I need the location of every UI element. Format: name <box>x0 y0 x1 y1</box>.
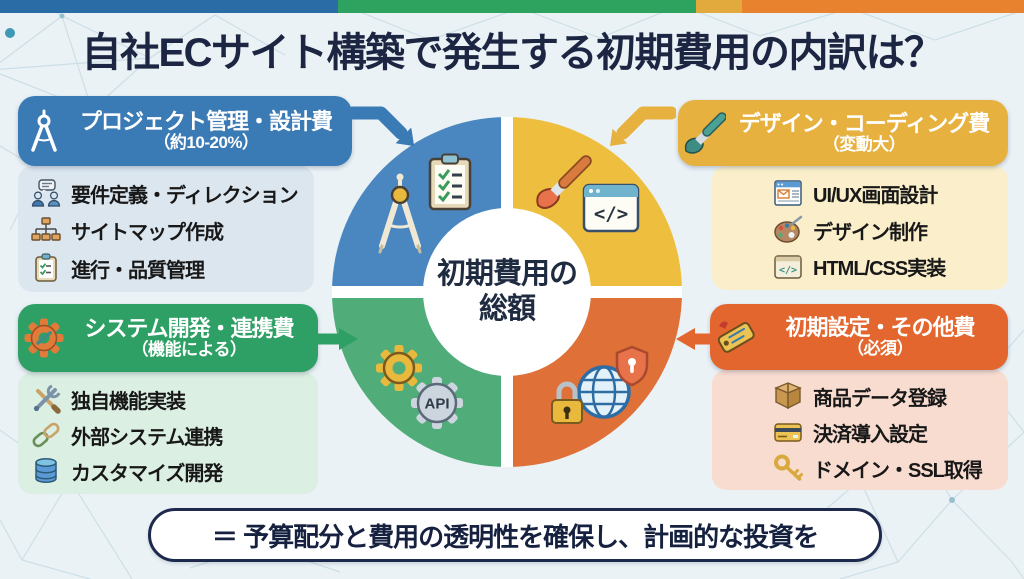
list-item: </> HTML/CSS実装 <box>772 251 1002 282</box>
database-icon <box>30 456 62 486</box>
sitemap-icon <box>30 216 62 246</box>
list-item: ドメイン・SSL取得 <box>772 453 1002 483</box>
list-item: 独自機能実装 <box>30 384 312 414</box>
gear-icon <box>18 317 70 359</box>
list-item-label: サイトマップ作成 <box>71 222 224 245</box>
list-item-label: 商品データ登録 <box>813 387 947 410</box>
arrow-design-to-donut <box>610 106 676 146</box>
list-item-label: デザイン制作 <box>813 221 928 244</box>
page-title: 自社ECサイト構築で発生する初期費用の内訳は？ <box>81 31 944 75</box>
list-item: 進行・品質管理 <box>30 253 308 284</box>
arrow-system-to-donut <box>317 328 358 350</box>
strip-segment-blue <box>0 0 338 13</box>
palette-icon <box>772 215 804 245</box>
arrow-project-to-donut <box>348 106 414 146</box>
credit-card-icon <box>772 417 804 447</box>
list-item-label: 独自機能実装 <box>71 390 186 413</box>
donut-quadrants <box>332 117 682 467</box>
list-item: 外部システム連携 <box>30 420 312 450</box>
wireframe-window-icon <box>772 178 804 208</box>
drafting-compass-icon <box>18 108 70 154</box>
donut-center-line1: 初期費用の <box>436 258 578 291</box>
drafting-compass-icon <box>370 172 430 254</box>
category-panel-project: 要件定義・ディレクション <box>18 166 314 292</box>
list-item: サイトマップ作成 <box>30 215 308 246</box>
code-window-icon: </> <box>582 183 640 233</box>
package-box-icon <box>772 381 804 411</box>
svg-text:</>: </> <box>779 265 797 276</box>
padlock-icon <box>548 379 586 427</box>
category-panel-system: 独自機能実装 外部システム連携 <box>18 372 318 494</box>
globe-icon <box>572 361 636 423</box>
donut-center-line2: 総額 <box>478 293 536 325</box>
shield-icon <box>614 345 650 387</box>
quality-checklist-icon <box>30 253 62 283</box>
category-panel-design: UI/UX画面設計 デザイン制作 <box>712 166 1008 290</box>
link-icon <box>30 420 62 450</box>
tools-icon <box>30 384 62 414</box>
list-item: 決済導入設定 <box>772 417 1002 447</box>
svg-text:API: API <box>424 396 449 413</box>
list-item-label: 決済導入設定 <box>813 423 928 446</box>
category-title: システム開発・連携費 <box>84 316 294 341</box>
top-accent-strip <box>0 0 1024 13</box>
list-item: UI/UX画面設計 <box>772 178 1002 209</box>
key-icon <box>772 453 804 483</box>
category-subtitle: （必須） <box>847 339 914 359</box>
category-subtitle: （機能による） <box>131 340 248 360</box>
clipboard-checklist-icon <box>428 153 472 211</box>
list-item: 商品データ登録 <box>772 381 1002 411</box>
list-item-label: 外部システム連携 <box>71 426 223 449</box>
svg-text:</>: </> <box>594 203 628 225</box>
donut-center-label: 初期費用の 総額 <box>332 117 682 467</box>
category-subtitle: （約10-20%） <box>153 133 259 153</box>
list-item-label: 進行・品質管理 <box>71 259 205 282</box>
list-item-label: HTML/CSS実装 <box>813 258 946 281</box>
api-gear-icon: API <box>406 375 468 431</box>
category-subtitle: （変動大） <box>822 135 906 155</box>
code-window-icon: </> <box>772 252 804 282</box>
strip-segment-green <box>337 0 697 13</box>
category-header-system: システム開発・連携費 （機能による） <box>18 304 318 372</box>
list-item-label: カスタマイズ開発 <box>71 462 223 485</box>
cost-donut: </> <box>332 117 682 467</box>
list-item-label: ドメイン・SSL取得 <box>813 459 983 482</box>
list-item-label: UI/UX画面設計 <box>813 184 938 207</box>
list-item: デザイン制作 <box>772 215 1002 246</box>
gear-icon <box>374 343 424 393</box>
arrow-setup-to-donut <box>676 328 717 350</box>
conclusion-banner: ＝ 予算配分と費用の透明性を確保し、計画的な投資を <box>148 508 882 562</box>
strip-segment-amber <box>696 0 743 13</box>
category-header-project: プロジェクト管理・設計費 （約10-20%） <box>18 96 352 166</box>
category-panel-setup: 商品データ登録 決済導入設定 <box>712 370 1008 490</box>
category-header-setup: 初期設定・その他費 （必須） <box>710 304 1008 370</box>
list-item: カスタマイズ開発 <box>30 456 312 486</box>
category-title: プロジェクト管理・設計費 <box>79 109 333 134</box>
paintbrush-icon <box>532 153 592 211</box>
category-title: デザイン・コーディング費 <box>738 111 990 136</box>
list-item: 要件定義・ディレクション <box>30 178 308 209</box>
price-tag-icon <box>710 316 762 358</box>
list-item-label: 要件定義・ディレクション <box>71 185 299 208</box>
category-title: 初期設定・その他費 <box>785 315 975 340</box>
strip-segment-orange <box>742 0 1024 13</box>
people-chat-icon <box>30 178 62 209</box>
paintbrush-icon <box>678 111 730 155</box>
category-header-design: デザイン・コーディング費 （変動大） <box>678 100 1008 166</box>
